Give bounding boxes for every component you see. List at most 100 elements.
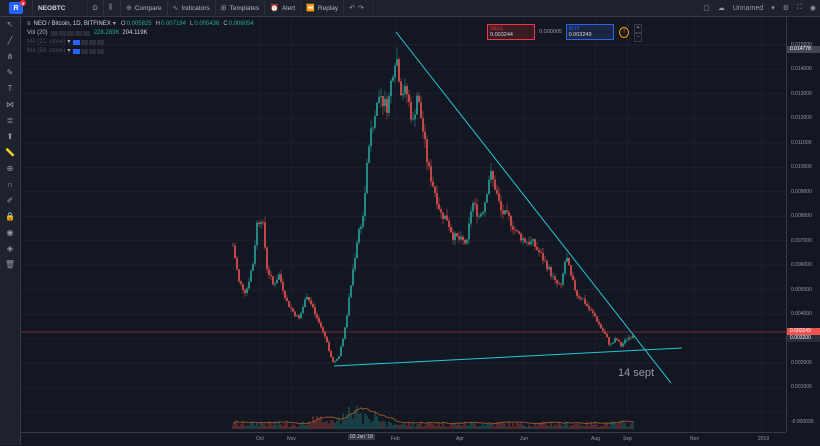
volume-bar: [498, 423, 500, 429]
volume-value-a: 228.283K: [93, 30, 120, 36]
price-chart[interactable]: 14 sept: [21, 17, 786, 432]
legend-ma50[interactable]: MA (50, close) ▾: [27, 47, 254, 56]
candle-body: [322, 327, 324, 332]
chart-style-button[interactable]: ⫼: [104, 0, 121, 16]
left-drawing-toolbar: ↖ ╱ ⋔ ✎ T ⋈ ≣ ⬆ 📏 ⊕ ∩ ✐ 🔒 ◉ ◈ 🗑: [0, 17, 21, 445]
buy-label: BUY: [568, 26, 580, 32]
legend-ma21[interactable]: MA (21, close) ▾: [27, 38, 254, 47]
camera-icon[interactable]: ◉: [809, 5, 816, 12]
legend-collapse-icon[interactable]: ≡: [27, 21, 31, 27]
cursor-icon[interactable]: ↖: [6, 20, 14, 29]
visibility-btn[interactable]: [73, 49, 81, 54]
chevron-down-icon[interactable]: ▾: [67, 48, 71, 54]
volume-bar: [558, 422, 560, 429]
legend-btn[interactable]: [66, 31, 74, 36]
minus-button[interactable]: −: [634, 33, 642, 42]
volume-bar: [342, 413, 344, 429]
annotation-text[interactable]: 14 sept: [618, 367, 654, 379]
volume-bar: [504, 423, 506, 429]
chevron-down-icon[interactable]: ▾: [67, 39, 71, 45]
volume-bar: [456, 425, 458, 429]
trash-icon[interactable]: 🗑: [4, 260, 16, 269]
undo-icon[interactable]: ↶: [349, 5, 356, 12]
volume-ma-line: [232, 407, 634, 425]
candle-body: [480, 213, 482, 217]
volume-bar: [246, 425, 248, 429]
legend-btn[interactable]: [97, 40, 105, 45]
candle-body: [404, 86, 406, 94]
pitchfork-icon[interactable]: ⋔: [6, 52, 14, 61]
alert-button[interactable]: ⏰ Alert: [265, 0, 302, 16]
zoom-icon[interactable]: ⊕: [6, 164, 14, 173]
volume-bar: [334, 422, 336, 429]
visibility-btn[interactable]: [73, 40, 81, 45]
legend-btn[interactable]: [81, 49, 89, 54]
cloud-icon[interactable]: ☁: [717, 5, 725, 12]
price-axis[interactable]: 0.015000 0.014000 0.013000 0.012000 0.011000…: [786, 17, 820, 432]
gear-icon[interactable]: ⚙: [782, 5, 789, 12]
redo-icon[interactable]: ↷: [358, 5, 364, 12]
volume-bar: [582, 425, 584, 429]
legend-btn[interactable]: [82, 31, 90, 36]
magnet-icon[interactable]: ∩: [7, 180, 13, 189]
legend-btn[interactable]: [74, 31, 82, 36]
volume-bar: [462, 424, 464, 429]
candle-body: [598, 321, 600, 325]
sell-button[interactable]: SELL 0.003244: [487, 24, 536, 40]
volume-bar: [282, 425, 284, 429]
undo-redo[interactable]: ↶ ↷: [344, 0, 373, 16]
fullscreen-icon[interactable]: ▢: [703, 5, 710, 12]
volume-bar: [604, 423, 606, 429]
legend-volume[interactable]: Vol (20) 228.283K 204.119K: [27, 29, 254, 38]
legend-btn[interactable]: [89, 40, 97, 45]
info-icon[interactable]: !: [619, 27, 630, 38]
symbol-search[interactable]: NEOBTC: [33, 0, 88, 16]
candle-body: [392, 77, 394, 81]
indicators-button[interactable]: ∿ Indicators: [168, 0, 216, 16]
candle-body: [530, 241, 532, 245]
trend-line-icon[interactable]: ╱: [7, 36, 13, 45]
candle-body: [588, 306, 590, 310]
lock-icon[interactable]: 🔒: [5, 212, 15, 221]
legend-btn[interactable]: [58, 31, 66, 36]
price-tick-label: 0.012000: [791, 115, 812, 122]
layout-name[interactable]: Unnamed: [732, 4, 764, 12]
candle-body: [350, 285, 352, 298]
chevron-down-icon[interactable]: ▾: [771, 5, 775, 12]
interval-button[interactable]: D: [88, 0, 104, 16]
downtrend-line[interactable]: [395, 31, 672, 384]
volume-bar: [480, 426, 482, 429]
legend-btn[interactable]: [89, 49, 97, 54]
eye-icon[interactable]: ◉: [6, 228, 14, 237]
legend-btn[interactable]: [50, 31, 58, 36]
compare-button[interactable]: ⊕ Compare: [121, 0, 168, 16]
legend-btn[interactable]: [81, 40, 89, 45]
candle-body: [234, 245, 236, 259]
time-axis[interactable]: Oct Nov 02 Jan '18 Feb Apr Jun Aug Sep Nov 2019: [21, 432, 786, 446]
text-icon[interactable]: T: [7, 84, 13, 93]
arrow-up-icon[interactable]: ⬆: [6, 132, 14, 141]
pencil-lock-icon[interactable]: ✐: [6, 196, 14, 205]
volume-bar: [494, 426, 496, 429]
candle-body: [584, 298, 586, 304]
support-line[interactable]: [333, 347, 683, 367]
chevron-down-icon[interactable]: ▾: [112, 21, 116, 27]
candle-body: [556, 279, 558, 284]
candle-body: [490, 171, 492, 180]
templates-button[interactable]: ⊞ Templates: [216, 0, 266, 16]
candle-body: [494, 179, 496, 190]
legend-btn[interactable]: [97, 49, 105, 54]
maximize-icon[interactable]: ⛶: [796, 4, 802, 11]
volume-bar: [580, 425, 582, 429]
brush-icon[interactable]: ✎: [6, 68, 14, 77]
pattern-icon[interactable]: ⋈: [6, 100, 14, 109]
layers-icon[interactable]: ◈: [6, 244, 14, 253]
ruler-icon[interactable]: 📏: [5, 148, 15, 157]
fib-icon[interactable]: ≣: [6, 116, 14, 125]
replay-button[interactable]: ⏪ Replay: [301, 0, 345, 16]
plus-button[interactable]: +: [634, 24, 642, 33]
buy-button[interactable]: BUY 0.003249: [565, 24, 615, 40]
qty-stepper[interactable]: + −: [634, 24, 642, 42]
